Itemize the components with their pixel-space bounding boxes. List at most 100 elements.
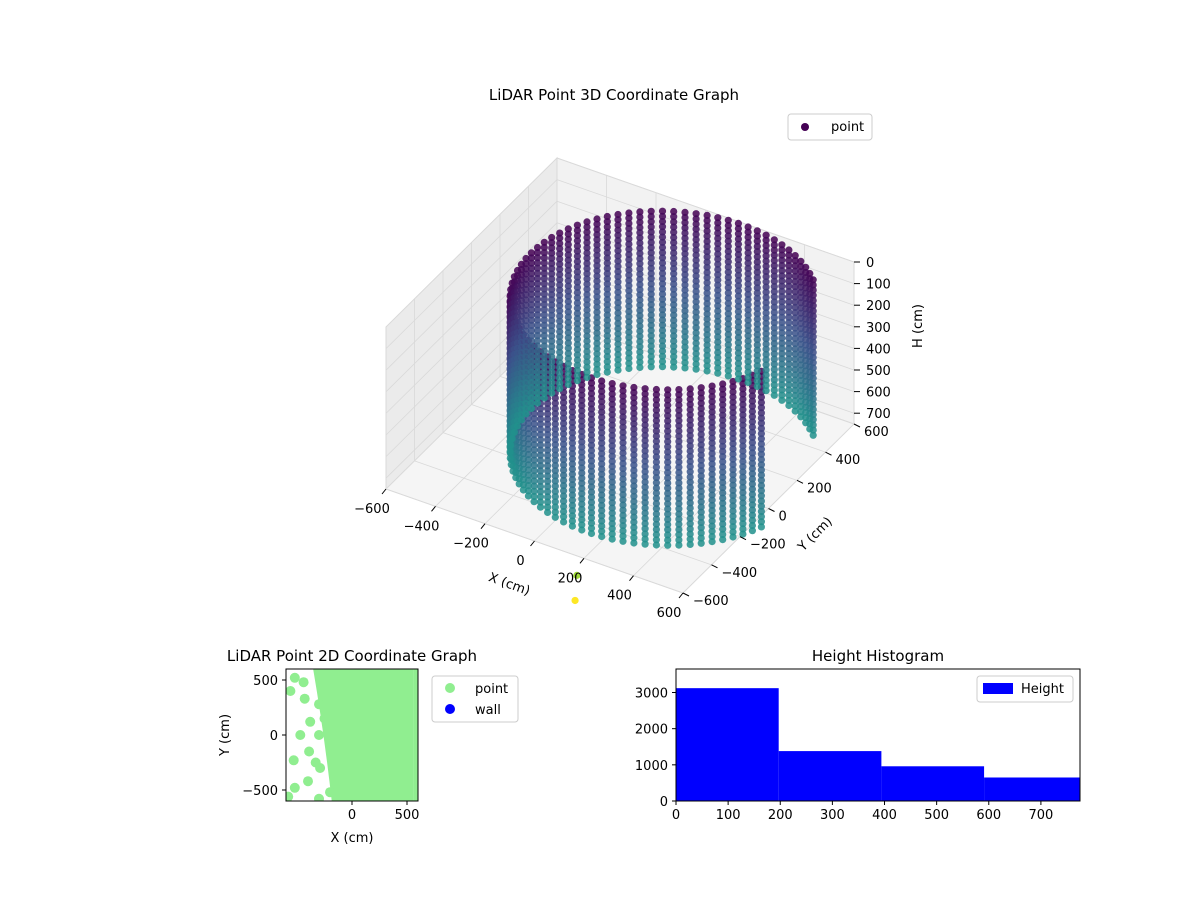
plot-3d-point [652, 505, 661, 513]
plot-3d-point [593, 303, 601, 311]
plot-3d-point [647, 337, 655, 345]
plot-3d-point [578, 495, 586, 503]
plot-3d-point [785, 303, 793, 311]
plot-3d-point [583, 311, 591, 319]
plot-3d-point [734, 219, 743, 227]
plot-3d-point [753, 284, 761, 292]
plot-3d-point [533, 352, 542, 360]
plot-2d-point [295, 730, 306, 740]
plot-3d-point [778, 355, 786, 363]
plot-3d-point [587, 421, 596, 429]
plot-3d-y-tick [768, 508, 775, 512]
plot-3d-point [797, 314, 805, 322]
plot-3d-point [658, 357, 667, 366]
plot-3d-point [636, 327, 644, 335]
plot-2d-point [319, 713, 330, 724]
plot-3d-point [692, 261, 700, 270]
plot-3d-point [762, 335, 770, 343]
plot-3d-point [681, 291, 689, 299]
plot-3d-point [785, 298, 793, 306]
plot-3d-point [785, 401, 793, 410]
plot-3d-point [578, 443, 586, 451]
plot-3d-point [608, 473, 616, 481]
plot-3d-point [729, 403, 737, 411]
plot-3d-point [593, 282, 601, 290]
plot-3d-point [652, 437, 661, 445]
plot-3d-point [540, 378, 548, 386]
plot-3d-point [560, 445, 568, 453]
plot-3d-point [568, 486, 577, 494]
plot-3d-point [703, 248, 711, 256]
plot-3d-point [729, 528, 737, 536]
plot-3d-point [603, 337, 611, 345]
plot-3d-point [619, 465, 627, 473]
plot-3d-point [636, 358, 644, 366]
plot-3d-point [708, 506, 716, 515]
plot-3d-point [641, 494, 649, 502]
plot-3d-point [583, 316, 591, 324]
plot-3d-point [548, 259, 556, 267]
plot-3d-point [641, 400, 649, 408]
histogram-legend-label: Height [1021, 682, 1064, 697]
plot-3d-point [770, 391, 778, 399]
plot-3d-point [625, 230, 633, 238]
plot-3d-point [647, 363, 655, 371]
plot-3d-point [697, 420, 705, 428]
plot-3d-point [652, 432, 661, 440]
plot-3d-point [675, 422, 683, 430]
plot-3d-point [791, 355, 799, 363]
plot-3d-point [744, 223, 752, 231]
plot-3d-point [729, 507, 737, 515]
plot-3d-point [734, 359, 743, 367]
plot-3d-point [719, 437, 727, 445]
plot-3d-point [533, 321, 542, 329]
plot-3d-gridline-h-left [385, 179, 558, 349]
plot-3d-point [697, 503, 705, 511]
plot-3d-point [729, 517, 737, 526]
plot-3d-point [778, 261, 786, 270]
plot-3d-point [681, 229, 689, 237]
plot-3d-point [670, 301, 678, 309]
plot-3d-point [573, 320, 582, 328]
plot-3d-point [522, 280, 530, 288]
plot-3d-point [593, 319, 601, 327]
plot-3d-x-tick [629, 575, 634, 581]
plot-3d-point [675, 474, 683, 482]
plot-3d-point [697, 493, 705, 501]
plot-2d-ylabel: Y (cm) [218, 714, 233, 757]
plot-3d-point [551, 498, 559, 506]
plot-3d-point [636, 353, 644, 361]
plot-3d-point [703, 315, 711, 323]
plot-3d-point [647, 212, 655, 221]
plot-3d-point [527, 342, 536, 350]
plot-3d-point [548, 285, 556, 293]
plot-3d-point [619, 537, 627, 545]
plot-3d-point [603, 254, 611, 262]
plot-3d-point [573, 346, 582, 354]
plot-3d-point [625, 209, 633, 217]
plot-3d-point [598, 377, 606, 385]
plot-3d-point [551, 446, 559, 454]
plot-3d-point [681, 255, 689, 263]
plot-3d-point [791, 381, 799, 389]
plot-3d-point [630, 497, 638, 506]
plot-3d-point [724, 263, 732, 271]
plot-3d-point [578, 479, 586, 487]
plot-3d-point [762, 231, 770, 239]
plot-3d-point [583, 368, 591, 376]
plot-3d-point [583, 337, 591, 345]
plot-3d-point [762, 304, 770, 312]
plot-3d-point [757, 513, 766, 521]
plot-3d-point [703, 274, 711, 282]
plot-2d-point-area [286, 669, 418, 801]
plot-3d-point [664, 406, 672, 415]
plot-3d-point [714, 369, 722, 377]
plot-3d-point [744, 327, 752, 335]
plot-3d-point [652, 448, 661, 456]
plot-3d-point [744, 373, 752, 381]
plot-3d-point [778, 391, 786, 399]
plot-3d-point [757, 471, 766, 479]
plot-3d-point [619, 454, 627, 462]
plot-3d-point [560, 471, 568, 479]
plot-3d-point [647, 264, 655, 272]
